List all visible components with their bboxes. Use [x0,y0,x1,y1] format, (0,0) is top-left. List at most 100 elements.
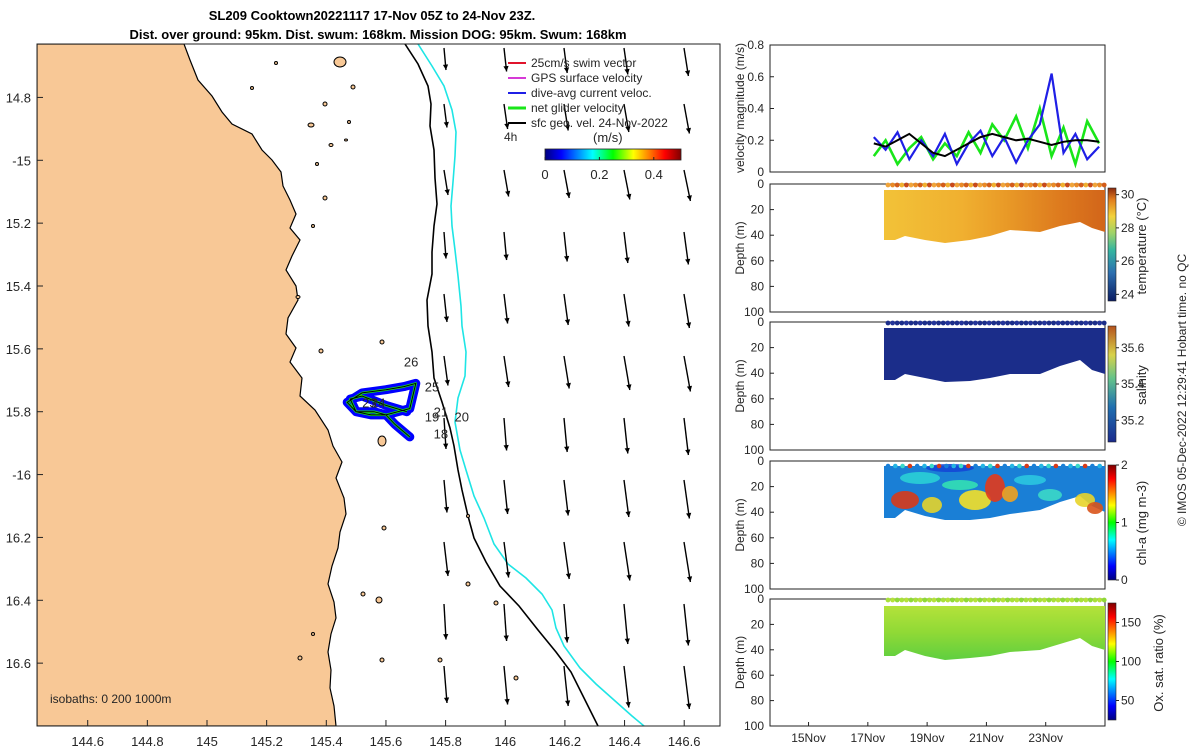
chla-surface-dot [958,463,964,469]
map-x-tick-label: 144.8 [131,734,164,749]
velocity-vector-head [505,571,511,578]
velocity-y-tick-label: 0.2 [747,133,764,147]
map-x-tick-label: 146.4 [608,734,641,749]
surface-dot [954,182,960,188]
chla-surface-dot [1060,463,1066,469]
island [375,596,383,604]
surface-dot [1000,597,1006,603]
velocity-vector-head [565,382,571,389]
surface-dot [890,597,895,603]
surface-dot [1051,597,1056,603]
velocity-vector [683,665,691,710]
surface-dot [1019,320,1024,326]
velocity-vector-head [625,701,631,708]
velocity-vector-head [444,379,450,386]
surface-dot [1028,597,1033,603]
island [379,339,385,345]
velocity-vector-head [565,573,572,579]
depth-axis-label: Depth (m) [733,359,747,412]
velocity-vector-head [444,189,450,195]
surface-dot [963,597,969,603]
velocity-series [872,73,1101,169]
surface-dot [917,182,923,188]
surface-dot [922,320,928,326]
surface-dot [991,597,997,603]
surface-dot [1074,182,1079,188]
surface-dot [940,320,946,326]
velocity-vector-head [505,190,511,197]
chla-panel: chl-a (mg m-3) [769,460,1149,590]
chla-surface-dot [1031,463,1037,469]
island [322,195,328,201]
island [377,435,387,447]
surface-dot [908,597,914,603]
surface-dot [1046,320,1052,326]
time-tick-label: 21Nov [969,731,1004,745]
chla-label: chl-a (mg m-3) [1134,481,1149,566]
surface-dot [1037,182,1043,188]
surface-dot [973,597,978,603]
velocity-vector [563,479,569,516]
surface-dot [950,320,955,326]
svg-text:GPS surface velocity: GPS surface velocity [531,71,642,85]
surface-dot [936,597,941,603]
colorbar-unit: (m/s) [593,130,623,145]
day-label: 24 [371,395,385,410]
surface-dot [936,182,941,188]
surface-dot [931,182,937,188]
temperature-panel: temperature (°C) [769,182,1149,313]
velocity-vector-head [503,444,509,451]
colorbar-axis-tick-label: 0 [1121,573,1128,587]
surface-dot [927,182,932,188]
surface-dot [904,320,909,326]
surface-dot [968,320,974,326]
colorbar-tick-label: 0.2 [590,167,608,182]
island [318,348,324,354]
surface-dot [1032,597,1038,603]
map-x-tick-label: 146.6 [668,734,701,749]
day-label: 21 [434,405,448,420]
velocity-vector [623,355,631,391]
colorbar-axis-tick-label: 35.2 [1121,413,1145,427]
surface-dot [968,597,974,603]
chla-surface-dot [936,463,942,469]
depth-tick-label: 100 [744,719,764,733]
depth-tick-label: 0 [757,315,764,329]
surface-dot [1005,597,1010,603]
colorbar-axis-tick-label: 35.4 [1121,377,1145,391]
surface-dot [1101,597,1107,603]
colorbar-axis-tick-label: 35.6 [1121,341,1145,355]
map-x-tick-label: 146.2 [549,734,582,749]
surface-dot [996,182,1001,188]
velocity-vector-head [686,195,692,201]
surface-dot [1069,597,1075,603]
velocity-vector-head [564,636,570,643]
surface-dot [913,182,918,188]
surface-dot [1065,320,1070,326]
surface-dot [1092,320,1098,326]
map-legend: 25cm/s swim vector GPS surface velocity … [504,56,682,182]
chla-surface-dot [944,463,949,469]
velocity-vector-head [443,506,450,513]
surface-dot [950,597,955,603]
surface-dot [963,182,969,188]
velocity-vector-head [625,511,631,517]
depth-tick-label: 40 [751,228,765,242]
map-y-tick-label: 16.6 [6,656,31,671]
surface-dot [1092,182,1098,188]
velocity-vector-head [685,322,692,328]
surface-dot [904,597,909,603]
depth-tick-label: 100 [744,582,764,596]
velocity-vector-head [443,316,450,322]
surface-velocity-vectors [442,47,693,710]
chla-surface-dot [1090,463,1095,469]
map-x-tick-label: 145 [196,734,218,749]
surface-dot [1078,320,1084,326]
depth-tick-label: 60 [751,392,765,406]
surface-dot [1019,597,1024,603]
speed-colorbar-ticks: 0 0.2 0.4 [541,157,663,182]
depth-tick-label: 80 [751,417,765,431]
surface-dot [908,182,914,188]
island [437,657,443,663]
surface-dot [945,182,951,188]
